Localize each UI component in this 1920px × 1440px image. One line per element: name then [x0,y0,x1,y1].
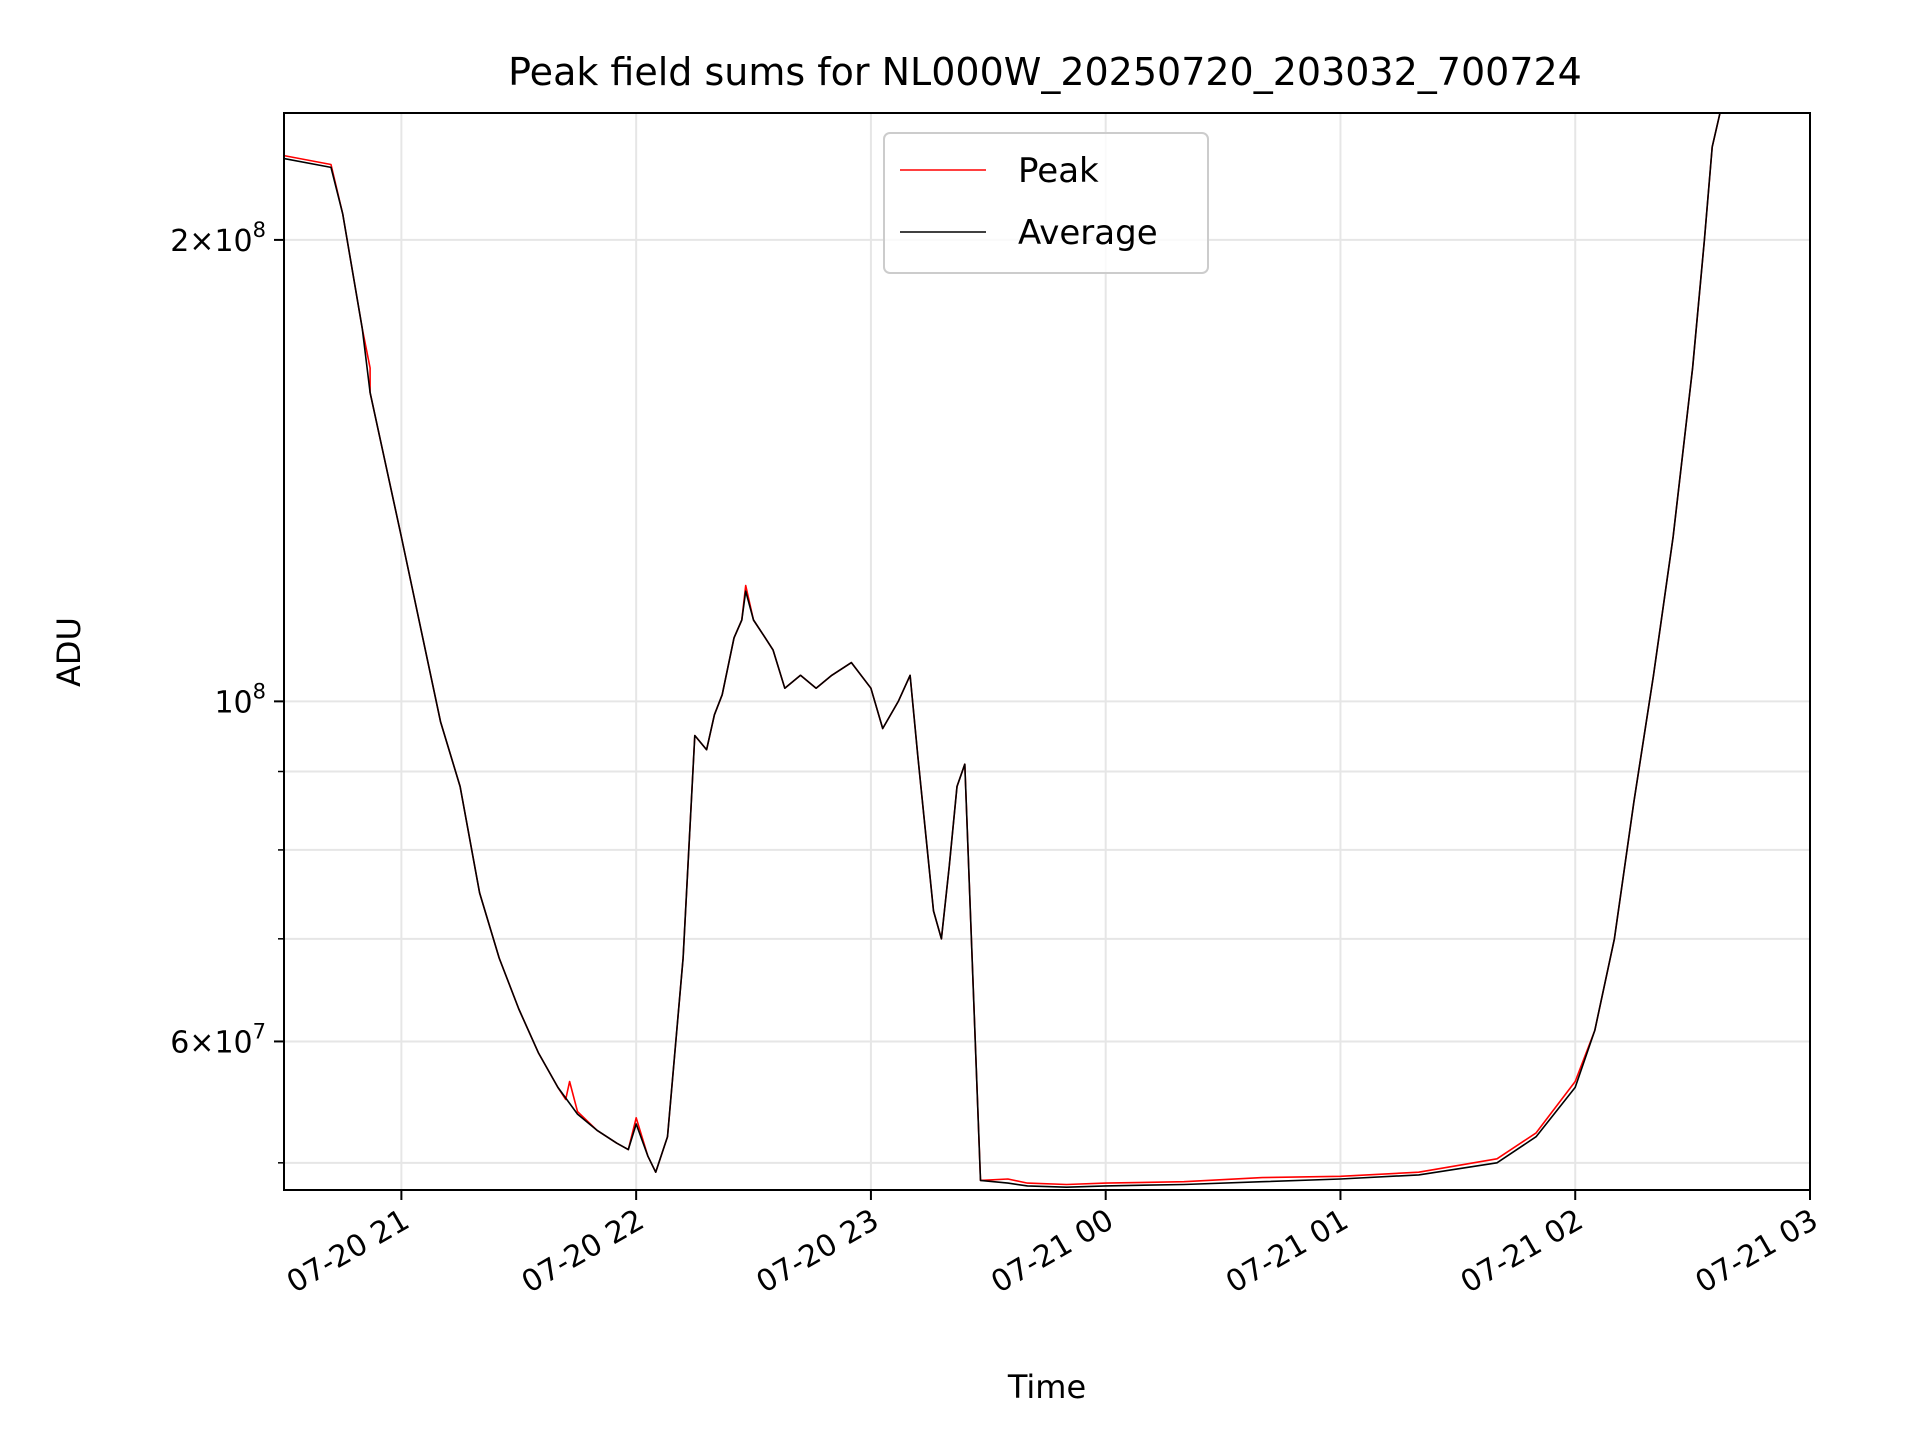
legend-peak-label: Peak [1018,151,1099,191]
y-tick-label: 108 [214,679,266,720]
legend-average-label: Average [1018,213,1158,253]
x-axis-label: Time [1007,1368,1086,1406]
y-tick-label: 2×108 [170,218,266,259]
y-axis: 2×108 108 6×107 [170,218,284,1164]
series-line-average [284,113,1721,1188]
legend-box [883,132,1209,274]
y-axis-label: ADU [50,617,88,687]
grid [284,113,1811,1190]
plot-frame [283,112,1811,1191]
legend: Peak Average [883,132,1209,274]
series-lines [284,113,1721,1188]
y-tick-label: 6×107 [170,1019,266,1060]
chart-title: Peak field sums for NL000W_20250720_2030… [508,50,1582,94]
